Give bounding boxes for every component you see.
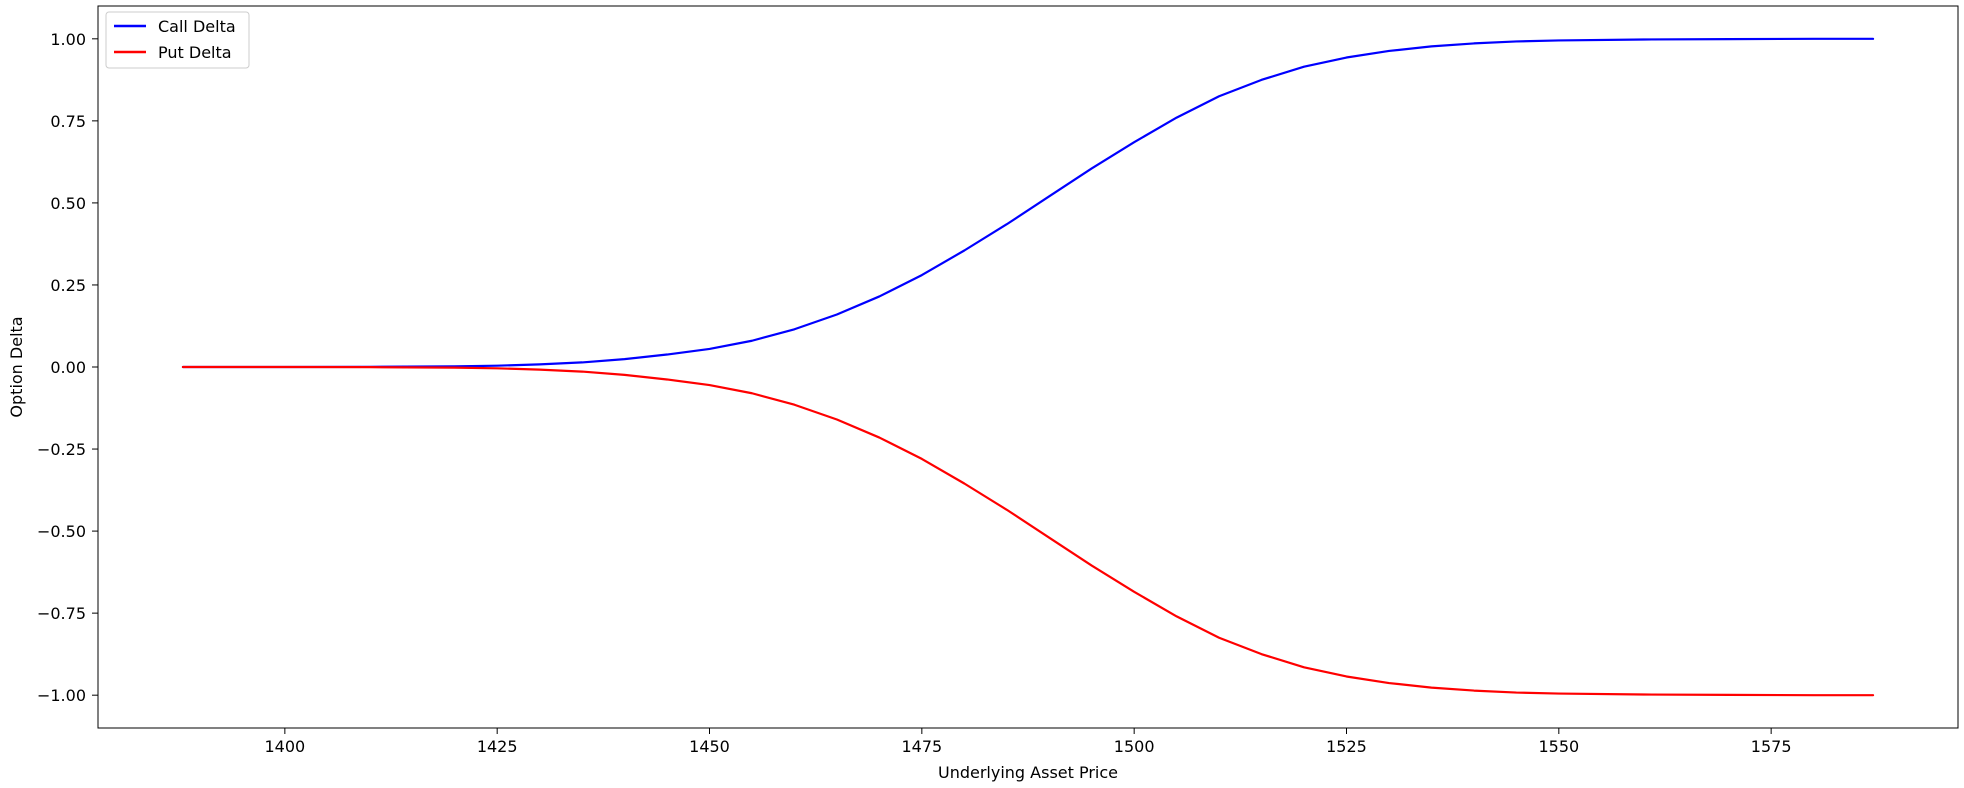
x-tick-label: 1475 bbox=[901, 737, 942, 756]
y-axis: 1.00 0.75 0.50 0.25 0.00 −0.25 −0.50 −0.75 −1.00 bbox=[37, 30, 98, 705]
plot-frame bbox=[97, 5, 1959, 729]
y-tick-label: −1.00 bbox=[37, 686, 86, 705]
y-tick-label: −0.75 bbox=[37, 604, 86, 623]
series-layer bbox=[181, 37, 1875, 697]
y-tick-label: 0.25 bbox=[50, 276, 86, 295]
y-axis-label: Option Delta bbox=[7, 316, 26, 417]
series-line-put-delta bbox=[181, 365, 1875, 697]
x-axis: 1400 1425 1450 1475 1500 1525 1550 1575 bbox=[264, 728, 1792, 756]
x-tick-label: 1425 bbox=[477, 737, 518, 756]
legend-label-call-delta: Call Delta bbox=[158, 17, 236, 36]
y-tick-label: −0.50 bbox=[37, 522, 86, 541]
y-tick-label: −0.25 bbox=[37, 440, 86, 459]
x-tick-label: 1550 bbox=[1538, 737, 1579, 756]
y-tick-label: 0.75 bbox=[50, 112, 86, 131]
y-tick-label: 0.00 bbox=[50, 358, 86, 377]
x-axis-label: Underlying Asset Price bbox=[938, 763, 1118, 782]
legend-label-put-delta: Put Delta bbox=[158, 43, 232, 62]
x-tick-label: 1525 bbox=[1326, 737, 1367, 756]
y-tick-label: 0.50 bbox=[50, 194, 86, 213]
x-tick-label: 1400 bbox=[264, 737, 305, 756]
x-tick-label: 1450 bbox=[689, 737, 730, 756]
x-tick-label: 1500 bbox=[1114, 737, 1155, 756]
series-line-call-delta bbox=[181, 37, 1875, 369]
y-tick-label: 1.00 bbox=[50, 30, 86, 49]
x-tick-label: 1575 bbox=[1751, 737, 1792, 756]
legend: Call Delta Put Delta bbox=[105, 11, 250, 69]
